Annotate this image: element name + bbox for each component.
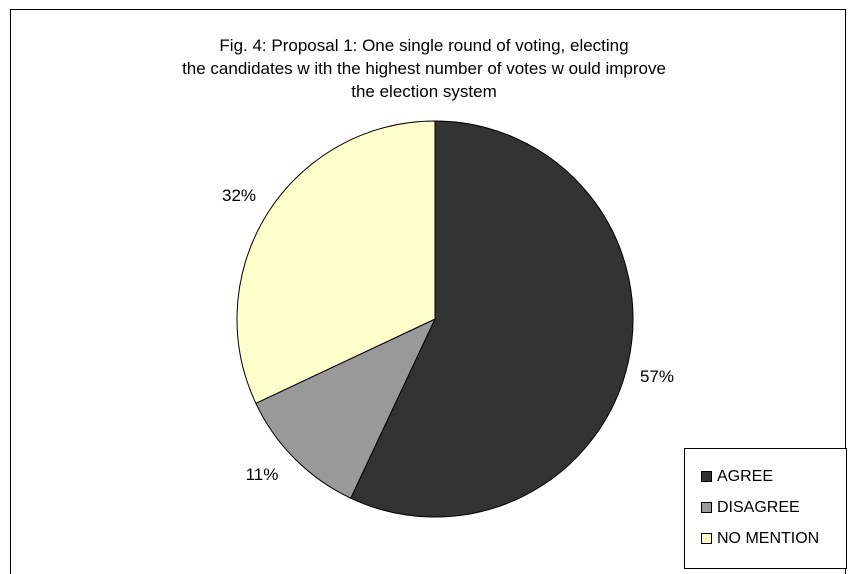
pie-label-disagree: 11% — [246, 465, 279, 484]
legend-swatch-agree — [701, 471, 712, 482]
legend-label-disagree: DISAGREE — [717, 498, 800, 516]
legend-swatch-no-mention — [701, 533, 712, 544]
legend-item-no-mention: NO MENTION — [685, 523, 846, 554]
chart-title-line-3: the election system — [351, 82, 497, 101]
legend: AGREE DISAGREE NO MENTION — [684, 448, 847, 569]
chart-title-line-1: Fig. 4: Proposal 1: One single round of … — [219, 36, 629, 55]
chart-frame — [10, 9, 846, 574]
pie-slice-disagree — [255, 317, 437, 499]
pie-slice-no-mention — [236, 120, 436, 404]
legend-label-no-mention: NO MENTION — [717, 529, 820, 547]
legend-swatch-disagree — [701, 502, 712, 513]
pie-label-agree: 57% — [640, 367, 674, 386]
chart-title-line-2: the candidates w ith the highest number … — [182, 59, 666, 78]
legend-label-agree: AGREE — [717, 467, 774, 485]
pie-slice-agree — [350, 120, 634, 518]
legend-item-disagree: DISAGREE — [685, 492, 846, 523]
pie-label-no-mention: 32% — [222, 186, 256, 205]
chart-title: Fig. 4: Proposal 1: One single round of … — [0, 34, 848, 103]
legend-item-agree: AGREE — [685, 461, 846, 492]
